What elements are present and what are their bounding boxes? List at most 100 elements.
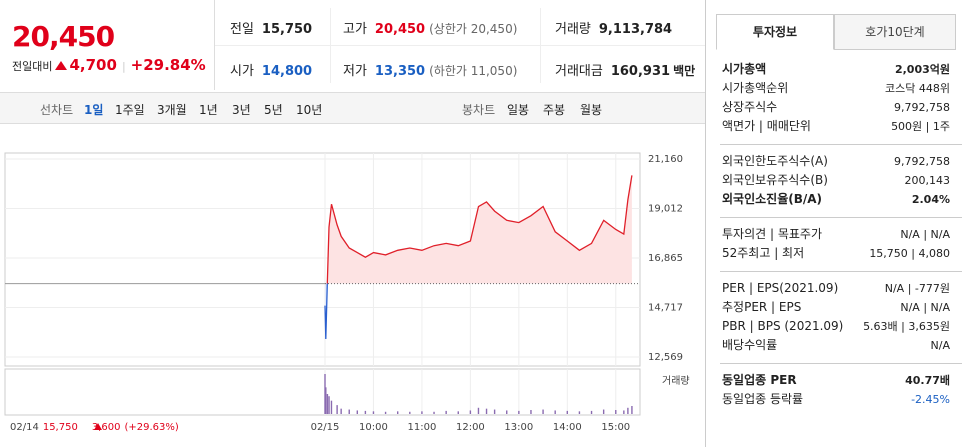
- info-label: 동일업종 PER: [722, 373, 797, 387]
- tab[interactable]: 호가10단계: [834, 14, 956, 50]
- price-line: [324, 175, 633, 340]
- info-row: 시가총액순위 코스닥 448위: [722, 79, 960, 98]
- y-tick-label: 19,012: [648, 204, 683, 215]
- summary-value: 13,350: [374, 64, 426, 79]
- info-label: 외국인보유주식수(B): [722, 173, 828, 187]
- left-panel: 20,450 전일대비 4,700 | +29.84% 선차트 1일 1주일 3개월 1년 3년…: [0, 0, 706, 447]
- y-tick-label: 16,865: [648, 253, 683, 264]
- candle-tab[interactable]: 일봉: [507, 103, 530, 117]
- summary-value: 9,113,784: [598, 22, 673, 37]
- footer-date: 02/14: [10, 422, 39, 433]
- summary-value: 14,800: [261, 64, 313, 79]
- info-row: 외국인소진율(B/A) 2.04%: [722, 190, 960, 209]
- volume-bar: [328, 396, 330, 414]
- info-value: 40.77배: [905, 374, 950, 387]
- section-divider: [720, 271, 962, 272]
- volume-bar: [326, 394, 329, 414]
- volume-bar: [396, 411, 399, 414]
- candle-tab[interactable]: 월봉: [580, 103, 603, 117]
- section-divider: [720, 217, 962, 218]
- info-label: 투자의견 | 목표주가: [722, 227, 822, 241]
- volume-bar: [615, 410, 617, 414]
- info-row: PBR | BPS (2021.09) 5.63배 | 3,635원: [722, 317, 960, 336]
- summary-note: 백만: [673, 64, 696, 78]
- info-label: 상장주식수: [722, 100, 778, 114]
- summary-label: 고가: [343, 22, 367, 37]
- volume-bar: [485, 408, 488, 414]
- info-label: PER | EPS(2021.09): [722, 281, 839, 295]
- up-arrow: [94, 423, 102, 430]
- info-row: 동일업종 등락률 -2.45%: [722, 390, 960, 409]
- volume-bar: [364, 410, 367, 414]
- summary-note: (하한가 11,050): [429, 64, 518, 78]
- volume-bar: [627, 407, 629, 414]
- summary-item: 저가 13,350 (하한가 11,050): [343, 60, 517, 79]
- summary-label: 거래대금: [555, 64, 603, 79]
- volume-bar: [530, 410, 532, 414]
- candle-chart-label: 봉차트: [462, 103, 496, 117]
- volume-bar: [330, 400, 333, 414]
- period-tab[interactable]: 3개월: [157, 103, 187, 117]
- summary-label: 전일: [230, 22, 254, 37]
- info-value: 500원 | 1주: [891, 120, 950, 133]
- info-label: PBR | BPS (2021.09): [722, 319, 844, 333]
- volume-bar: [631, 406, 633, 414]
- change: 전일대비 4,700 | +29.84%: [12, 56, 206, 74]
- change-value: 4,700: [69, 56, 117, 74]
- footer-change-pct: (+29.63%): [124, 422, 178, 433]
- info-value: 2.04%: [911, 193, 950, 206]
- volume-frame: [4, 368, 641, 416]
- volume-bar: [493, 409, 496, 414]
- volume-bar: [578, 411, 581, 414]
- info-value: N/A: [930, 339, 950, 352]
- info-value: 200,143: [904, 174, 951, 187]
- volume-bar: [623, 410, 625, 414]
- x-tick-label: 13:00: [504, 422, 533, 433]
- volume-bar: [372, 411, 375, 414]
- info-row: 배당수익률 N/A: [722, 336, 960, 355]
- volume-bar: [554, 410, 556, 414]
- info-value: 9,792,758: [894, 101, 950, 114]
- info-label: 시가총액순위: [722, 81, 789, 95]
- candle-tab[interactable]: 주봉: [543, 103, 566, 117]
- info-value: 코스닥 448위: [885, 82, 950, 95]
- info-row: 동일업종 PER 40.77배: [722, 371, 960, 390]
- summary-value: 20,450: [374, 22, 426, 37]
- volume-bar: [602, 409, 605, 414]
- info-label: 동일업종 등락률: [722, 392, 804, 406]
- info-label: 배당수익률: [722, 338, 778, 352]
- section-divider: [720, 363, 962, 364]
- volume-bar: [421, 411, 423, 414]
- y-tick-label: 12,569: [648, 352, 683, 363]
- info-label: 시가총액: [722, 62, 767, 76]
- price: 20,450: [12, 20, 115, 53]
- info-row: 투자의견 | 목표주가 N/A | N/A: [722, 225, 960, 244]
- info-label: 추정PER | EPS: [722, 300, 802, 314]
- summary-label: 저가: [343, 64, 367, 79]
- divider: [215, 45, 705, 46]
- info-row: 액면가 | 매매단위 500원 | 1주: [722, 117, 960, 136]
- divider: [330, 8, 331, 83]
- summary-label: 시가: [230, 64, 254, 79]
- summary-label: 거래량: [555, 22, 591, 37]
- tab[interactable]: 투자정보: [716, 14, 834, 50]
- period-tab[interactable]: 1주일: [115, 103, 145, 117]
- info-label: 외국인소진율(B/A): [722, 192, 823, 206]
- volume-bar: [477, 407, 480, 414]
- volume-bar: [325, 387, 327, 414]
- period-tab[interactable]: 1일: [84, 103, 104, 117]
- summary-value: 160,931: [610, 64, 671, 79]
- info-row: 외국인한도주식수(A) 9,792,758: [722, 152, 960, 171]
- period-bar: 선차트 1일 1주일 3개월 1년 3년 5년 10년 봉차트 일봉 주봉 월봉: [0, 92, 705, 124]
- info-value: 15,750 | 4,080: [869, 247, 950, 260]
- info-value: N/A | -777원: [884, 282, 950, 295]
- period-tab[interactable]: 3년: [232, 103, 251, 117]
- period-tab[interactable]: 5년: [264, 103, 283, 117]
- volume-bar: [409, 411, 411, 414]
- summary-item: 시가 14,800: [230, 60, 312, 79]
- period-tab[interactable]: 1년: [199, 103, 218, 117]
- divider: [540, 8, 541, 83]
- footer-change: 3,600: [92, 422, 121, 433]
- period-tab[interactable]: 10년: [296, 103, 323, 117]
